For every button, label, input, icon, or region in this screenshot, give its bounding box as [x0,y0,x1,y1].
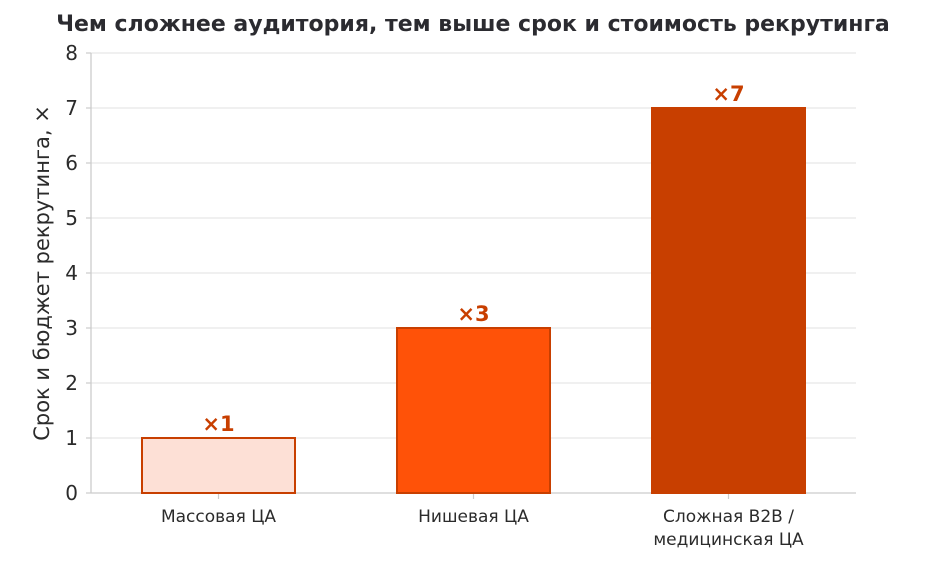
x-tick-label-line: Нишевая ЦА [418,507,529,527]
y-axis-label: Срок и бюджет рекрутинга, × [30,105,54,441]
bar-value-label: ×7 [712,82,744,106]
data-labels: ×1 ×3 ×7 [202,82,744,436]
bar [651,107,806,494]
x-tick-label: Массовая ЦА [161,507,276,527]
chart-title: Чем сложнее аудитория, тем выше срок и с… [56,12,890,37]
x-tick-labels: Массовая ЦА Нишевая ЦА Сложная B2B / медици… [161,507,804,550]
bar [141,437,296,494]
y-tick-label: 5 [65,206,78,230]
y-tick-label: 7 [65,96,78,120]
x-tick-label-line: Массовая ЦА [161,507,276,527]
y-tick-label: 2 [65,371,78,395]
x-tick-label-line: Сложная B2B / [663,507,794,527]
y-tick-labels: 0 1 2 3 4 5 6 7 8 [65,41,78,505]
bar-value-label: ×3 [457,302,489,326]
x-tick-label-line: медицинская ЦА [653,530,804,550]
y-tick-label: 0 [65,481,78,505]
bar [396,327,551,494]
x-tick-label: Нишевая ЦА [418,507,529,527]
x-tick-label: Сложная B2B / медицинская ЦА [653,507,804,550]
y-tick-label: 1 [65,426,78,450]
y-tick-label: 6 [65,151,78,175]
bars [141,107,806,494]
y-tick-label: 4 [65,261,78,285]
bar-value-label: ×1 [202,412,234,436]
y-tick-label: 8 [65,41,78,65]
y-tick-label: 3 [65,316,78,340]
